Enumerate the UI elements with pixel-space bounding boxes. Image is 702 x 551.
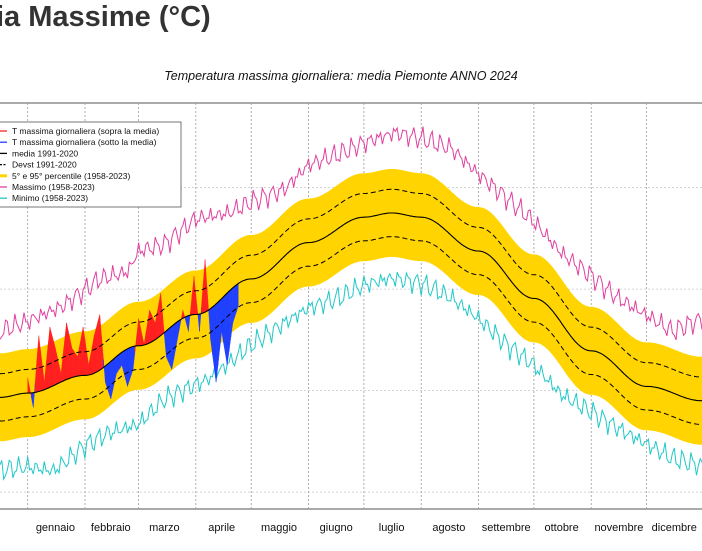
anomaly-below-segment bbox=[214, 303, 217, 383]
anomaly-below-segment bbox=[215, 301, 219, 383]
anomaly-below-segment bbox=[225, 292, 228, 366]
anomaly-below-segment bbox=[226, 290, 230, 366]
anomaly-above-segment bbox=[66, 322, 69, 380]
anomaly-below-segment bbox=[228, 289, 232, 352]
anomaly-above-segment bbox=[49, 327, 52, 388]
legend-box bbox=[0, 121, 182, 208]
anomaly-below-segment bbox=[116, 354, 119, 375]
anomaly-below-segment bbox=[119, 351, 123, 369]
tick-label-month: giugno bbox=[320, 522, 353, 534]
anomaly-below-segment bbox=[223, 294, 226, 354]
record-max-line bbox=[0, 126, 702, 341]
anomaly-below-segment bbox=[232, 285, 235, 323]
anomaly-below-segment bbox=[108, 360, 112, 400]
anomaly-above-segment bbox=[36, 335, 39, 393]
percentile-band bbox=[0, 169, 702, 445]
legend-label-above: T massima giornaliera (sopra la media) bbox=[12, 126, 159, 136]
legend-label-std: Devst 1991-2020 bbox=[12, 160, 77, 170]
anomaly-above-segment bbox=[93, 328, 97, 374]
anomaly-below-segment bbox=[129, 346, 132, 381]
legend: T massima giornaliera (sopra la media)T … bbox=[0, 121, 182, 208]
anomaly-above-segment bbox=[64, 322, 67, 381]
anomaly-below-segment bbox=[125, 348, 128, 387]
anomaly-above-segment bbox=[71, 347, 75, 378]
devst-lower-line bbox=[0, 236, 702, 425]
anomaly-above-segment bbox=[47, 327, 51, 389]
anomaly-above-segment bbox=[53, 341, 56, 386]
anomaly-above-segment bbox=[149, 310, 152, 344]
anomaly-below-segment bbox=[212, 305, 215, 369]
anomaly-below-segment bbox=[166, 328, 169, 362]
record-layer bbox=[0, 126, 702, 482]
anomaly-below-segment bbox=[127, 347, 130, 387]
anomaly-below-segment bbox=[106, 362, 110, 394]
tick-label-month: agosto bbox=[432, 522, 465, 534]
anomaly-below-segment bbox=[234, 284, 237, 318]
anomaly-below-segment bbox=[117, 353, 121, 372]
anomaly-above-segment bbox=[99, 314, 102, 371]
tick-label-month: aprile bbox=[208, 522, 235, 534]
band-layer bbox=[0, 169, 702, 445]
tick-label-month: luglio bbox=[379, 522, 405, 534]
month-label-layer: gennaio febbraio marzo aprile maggio giugno lu… bbox=[36, 522, 697, 534]
tick-label-month: settembre bbox=[482, 522, 531, 534]
anomaly-above-segment bbox=[38, 335, 41, 392]
line-layer bbox=[0, 188, 702, 425]
tick-label-month: maggio bbox=[261, 522, 297, 534]
mean-line bbox=[0, 212, 702, 402]
tick-label-month: febbraio bbox=[91, 522, 131, 534]
tick-label-month: ottobre bbox=[544, 522, 578, 534]
legend-label-pct: 5° e 95° percentile (1958-2023) bbox=[12, 171, 130, 181]
anomaly-above-segment bbox=[153, 318, 156, 342]
anomaly-layer bbox=[27, 259, 239, 408]
anomaly-below-segment bbox=[236, 283, 239, 312]
anomaly-below-segment bbox=[217, 299, 221, 366]
anomaly-above-segment bbox=[73, 350, 76, 378]
tick-label-month: dicembre bbox=[652, 522, 697, 534]
anomaly-above-segment bbox=[97, 314, 101, 372]
legend-label-mean: media 1991-2020 bbox=[12, 148, 78, 158]
legend-label-below: T massima giornaliera (sotto la media) bbox=[12, 137, 157, 147]
devst-upper-line bbox=[0, 188, 702, 378]
anomaly-above-segment bbox=[75, 353, 78, 377]
anomaly-above-segment bbox=[51, 334, 54, 387]
anomaly-below-segment bbox=[169, 325, 173, 370]
page-heading: ia Massime (°C) bbox=[0, 1, 211, 33]
tick-label-month: marzo bbox=[149, 522, 180, 534]
legend-label-max: Massimo (1958-2023) bbox=[12, 182, 95, 192]
anomaly-above-segment bbox=[202, 259, 206, 314]
record-min-line bbox=[0, 271, 702, 482]
chart-title: Temperatura massima giornaliera: media P… bbox=[164, 69, 517, 83]
legend-label-min: Minimo (1958-2023) bbox=[12, 193, 88, 203]
anomaly-above-segment bbox=[95, 321, 99, 373]
tick-label-month: novembre bbox=[594, 522, 643, 534]
anomaly-below-segment bbox=[167, 327, 171, 366]
tick-label-month: gennaio bbox=[36, 522, 75, 534]
